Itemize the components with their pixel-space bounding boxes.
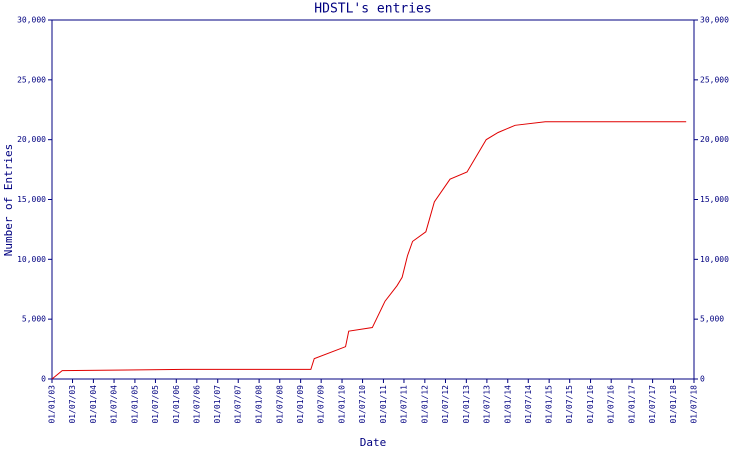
x-tick-label: 01/01/13 — [462, 385, 471, 424]
y2-tick-label: 5,000 — [700, 315, 724, 324]
x-tick-label: 01/07/10 — [358, 385, 367, 424]
x-tick-label: 01/01/17 — [628, 385, 637, 424]
x-tick-label: 01/01/08 — [255, 385, 264, 424]
y-tick-label: 20,000 — [17, 135, 46, 144]
y-axis-label: Number of Entries — [2, 144, 15, 257]
x-tick-label: 01/07/07 — [234, 385, 243, 424]
y-tick-label: 25,000 — [17, 75, 46, 84]
x-tick-label: 01/01/06 — [172, 385, 181, 424]
x-tick-label: 01/01/14 — [503, 385, 512, 424]
y2-tick-label: 15,000 — [700, 195, 729, 204]
x-tick-label: 01/01/18 — [669, 385, 678, 424]
x-tick-label: 01/01/10 — [338, 385, 347, 424]
data-line — [51, 121, 687, 380]
x-tick-label: 01/07/12 — [441, 385, 450, 424]
x-tick-label: 01/01/16 — [586, 385, 595, 424]
y2-tick-label: 30,000 — [700, 16, 729, 25]
y-tick-label: 5,000 — [22, 315, 46, 324]
y2-tick-label: 25,000 — [700, 75, 729, 84]
x-tick-label: 01/07/11 — [399, 385, 408, 424]
y-tick-label: 0 — [41, 375, 46, 384]
x-tick-label: 01/07/09 — [317, 385, 326, 424]
x-tick-label: 01/07/03 — [68, 385, 77, 424]
x-tick-label: 01/01/04 — [89, 385, 98, 424]
x-tick-label: 01/07/08 — [275, 385, 284, 424]
x-tick-label: 01/01/15 — [545, 385, 554, 424]
chart-title: HDSTL's entries — [314, 2, 431, 17]
y-tick-label: 10,000 — [17, 255, 46, 264]
x-tick-label: 01/07/13 — [482, 385, 491, 424]
x-tick-label: 01/01/11 — [379, 385, 388, 424]
x-tick-label: 01/07/06 — [192, 385, 201, 424]
x-tick-label: 01/07/15 — [565, 385, 574, 424]
y2-tick-label: 20,000 — [700, 135, 729, 144]
x-tick-label: 01/01/03 — [48, 385, 57, 424]
x-tick-label: 01/07/14 — [524, 385, 533, 424]
x-tick-label: 01/01/12 — [420, 385, 429, 424]
x-tick-label: 01/01/09 — [296, 385, 305, 424]
x-tick-label: 01/07/16 — [607, 385, 616, 424]
x-tick-label: 01/07/18 — [690, 385, 699, 424]
x-axis-label: Date — [360, 436, 387, 449]
x-tick-label: 01/07/17 — [648, 385, 657, 424]
x-tick-label: 01/01/05 — [130, 385, 139, 424]
x-tick-label: 01/07/04 — [110, 385, 119, 424]
y-tick-label: 15,000 — [17, 195, 46, 204]
x-tick-label: 01/01/07 — [213, 385, 222, 424]
y2-tick-label: 10,000 — [700, 255, 729, 264]
y2-tick-label: 0 — [700, 375, 705, 384]
x-tick-label: 01/07/05 — [151, 385, 160, 424]
y-tick-label: 30,000 — [17, 16, 46, 25]
